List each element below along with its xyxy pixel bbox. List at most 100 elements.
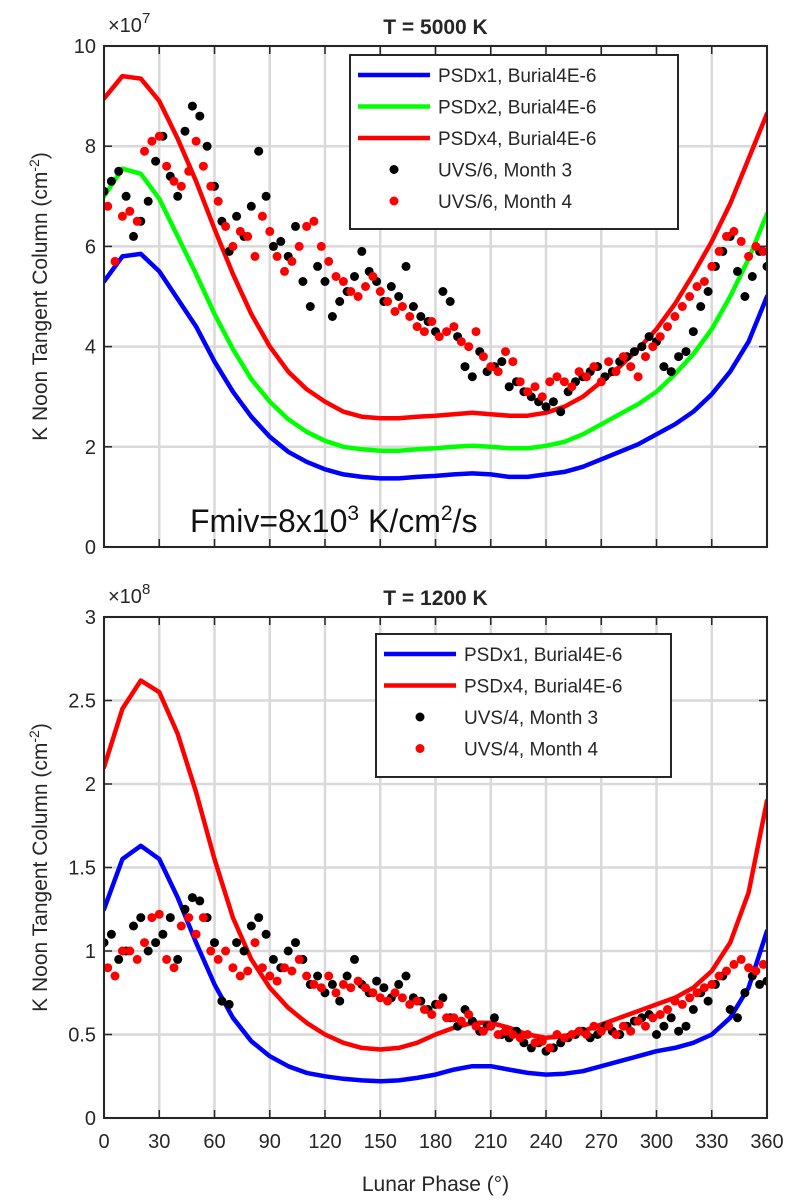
data-point xyxy=(692,282,702,291)
data-point xyxy=(722,231,731,241)
y-tick-label: 1 xyxy=(85,941,96,963)
data-point xyxy=(335,297,345,306)
data-point xyxy=(327,979,337,989)
data-point xyxy=(762,976,767,986)
data-point xyxy=(110,971,120,981)
series-line xyxy=(104,251,767,481)
data-point xyxy=(125,946,135,956)
data-point xyxy=(346,983,356,993)
data-point xyxy=(184,913,194,923)
data-point xyxy=(703,287,713,296)
data-point xyxy=(405,999,415,1009)
data-point xyxy=(445,297,455,306)
data-point xyxy=(659,362,669,372)
data-point xyxy=(136,913,146,923)
legend-box xyxy=(375,633,672,778)
annotation-text: Fmiv=8x103 K/cm2/s xyxy=(190,502,477,539)
data-point xyxy=(604,357,614,367)
y-axis-label: K Noon Tangent Column (cm-2) xyxy=(26,152,52,441)
data-point xyxy=(493,1030,503,1039)
data-point xyxy=(202,141,212,151)
y-tick-label: 0.5 xyxy=(68,1025,96,1047)
y-tick-label: 4 xyxy=(85,337,96,359)
data-point xyxy=(467,372,477,382)
data-point xyxy=(397,993,407,1003)
data-point xyxy=(618,1021,628,1031)
data-point xyxy=(530,1038,540,1048)
series-line xyxy=(104,843,767,1084)
data-point xyxy=(176,181,186,191)
data-point xyxy=(117,946,127,956)
data-point xyxy=(191,136,201,146)
series-line xyxy=(104,73,767,421)
data-point xyxy=(552,1030,562,1039)
x-tick-label: 120 xyxy=(308,1131,341,1153)
data-point xyxy=(198,913,208,923)
data-point xyxy=(408,302,418,311)
data-point xyxy=(729,226,739,236)
data-point xyxy=(221,221,231,231)
data-point xyxy=(335,996,345,1006)
data-point xyxy=(456,337,466,347)
data-point xyxy=(165,913,175,923)
legend-label: PSDx4, Burial4E-6 xyxy=(464,677,622,698)
data-point xyxy=(548,397,558,407)
y-tick-label: 2.5 xyxy=(68,691,96,713)
data-point xyxy=(316,983,326,993)
data-point xyxy=(545,1043,555,1053)
data-point xyxy=(224,999,234,1009)
data-point xyxy=(589,362,599,372)
data-point xyxy=(530,382,540,392)
data-point xyxy=(106,929,116,939)
data-point xyxy=(515,377,525,387)
data-point xyxy=(291,938,300,948)
data-point xyxy=(648,342,658,352)
legend-swatch-marker xyxy=(415,744,425,753)
data-point xyxy=(736,236,746,246)
data-point xyxy=(714,246,724,256)
data-point xyxy=(464,342,474,352)
data-point xyxy=(751,966,761,976)
legend-label: UVS/6, Month 4 xyxy=(438,192,573,213)
data-point xyxy=(412,996,422,1006)
data-point xyxy=(663,1005,672,1014)
data-point xyxy=(143,946,153,956)
axes-frame xyxy=(103,616,768,1119)
y-tick-label: 1.5 xyxy=(68,858,96,880)
data-point xyxy=(191,929,201,939)
data-point xyxy=(501,347,510,357)
data-point xyxy=(232,211,242,221)
data-point xyxy=(254,913,264,923)
x-tick-label: 30 xyxy=(148,1131,170,1153)
data-point xyxy=(265,226,275,236)
scatter-series xyxy=(104,909,767,1053)
data-point xyxy=(552,372,562,382)
legend-swatch-marker xyxy=(415,712,425,722)
data-point xyxy=(228,963,238,973)
data-point xyxy=(198,161,208,171)
data-point xyxy=(140,938,149,948)
data-point xyxy=(125,206,135,216)
axes-frame xyxy=(103,45,768,548)
data-point xyxy=(147,136,157,146)
data-point xyxy=(434,999,444,1009)
data-point xyxy=(508,357,518,367)
scatter-series xyxy=(104,131,767,402)
data-point xyxy=(501,1026,510,1036)
data-point xyxy=(692,988,702,998)
data-point xyxy=(515,1033,525,1043)
data-point xyxy=(121,191,131,201)
data-point xyxy=(221,946,231,956)
data-point xyxy=(383,297,393,306)
data-point xyxy=(493,367,503,377)
data-point xyxy=(235,226,245,236)
data-point xyxy=(324,256,334,266)
data-point xyxy=(158,929,168,939)
data-point xyxy=(670,996,680,1006)
data-point xyxy=(250,251,260,261)
data-point xyxy=(184,166,194,176)
data-point xyxy=(265,971,275,981)
legend-swatch-marker xyxy=(389,165,399,174)
